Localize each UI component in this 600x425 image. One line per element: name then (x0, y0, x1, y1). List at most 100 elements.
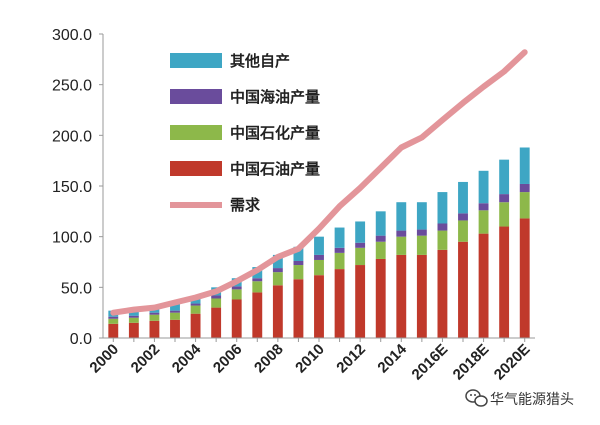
x-tick-label: 2002 (128, 341, 164, 377)
bar-segment (128, 317, 139, 323)
bar-segment (314, 236, 324, 255)
y-tick-label: 50.0 (61, 280, 92, 297)
legend-label: 中国海油产量 (230, 88, 320, 106)
bar-segment (458, 241, 468, 338)
bar-segment (108, 323, 119, 338)
bar-segment (293, 279, 304, 338)
y-tick-label: 150.0 (52, 179, 92, 196)
x-tick-label: 2020E (491, 341, 534, 384)
bar-segment (375, 211, 386, 236)
demand-line-group (110, 49, 528, 316)
bar-segment (170, 310, 180, 313)
x-tick-label: 2014 (374, 340, 410, 376)
bar-segment (519, 192, 530, 219)
bar-segment (416, 229, 427, 236)
bar-segment (437, 249, 448, 338)
demand-line (110, 49, 528, 316)
bars (108, 147, 530, 338)
legend-swatch (170, 89, 222, 104)
bar-segment (458, 181, 468, 214)
legend-label: 中国石油产量 (230, 160, 320, 178)
bar-segment (396, 230, 407, 237)
x-tick-label: 2006 (210, 341, 246, 377)
wechat-icon (465, 389, 488, 407)
bar-segment (519, 147, 530, 184)
bar-segment (231, 299, 242, 338)
bar-segment (499, 159, 510, 195)
bar-segment (231, 289, 242, 300)
bar-segment (334, 252, 345, 270)
bar-segment (334, 227, 345, 248)
bar-segment (334, 247, 345, 253)
bar-segment (293, 265, 304, 280)
bar-segment (478, 210, 489, 234)
bar-segment (375, 258, 386, 338)
bar-segment (416, 235, 427, 255)
bar-segment (416, 254, 427, 338)
legend-label: 中国石化产量 (230, 124, 320, 142)
bar-segment (314, 254, 324, 260)
bar-segment (416, 202, 427, 230)
bar-segment (396, 236, 407, 255)
bar-segment (355, 242, 366, 248)
bar-segment (190, 313, 201, 338)
bar-segment (437, 192, 448, 224)
bar-segment (108, 318, 119, 324)
y-tick-label: 0.0 (70, 331, 92, 348)
bar-segment (211, 295, 222, 299)
bar-segment (211, 307, 222, 338)
bar-segment (272, 272, 283, 286)
x-tick-label: 2010 (292, 341, 328, 377)
bar-segment (272, 254, 283, 269)
bar-segment (499, 202, 510, 227)
bar-segment (355, 247, 366, 266)
y-tick-label: 100.0 (52, 230, 92, 247)
x-axis: 2000 2002 2004 2006 2008 2010 2012 20142016E201… (86, 337, 535, 384)
x-tick-label: 2018E (450, 341, 493, 384)
bar-segment (252, 278, 263, 282)
bar-segment (375, 235, 386, 242)
bar-segment (149, 314, 160, 321)
bar-segment (231, 286, 242, 290)
bar-segment (375, 241, 386, 259)
y-axis: 0.0 50.0 100.0 150.0 200.0 250.0 300.0 (52, 27, 104, 348)
bar-segment (128, 315, 139, 318)
bar-segment (170, 319, 180, 338)
x-tick-label: 2012 (333, 341, 369, 377)
bar-segment (519, 218, 530, 338)
legend-label: 需求 (230, 196, 261, 214)
x-tick-label: 2016E (409, 341, 452, 384)
bar-segment (355, 265, 366, 338)
bar-segment (128, 309, 139, 316)
bar-segment (149, 312, 160, 315)
legend-label: 其他自产 (230, 52, 290, 70)
bar-segment (314, 259, 324, 276)
bar-segment (499, 226, 510, 338)
bar-segment (108, 316, 119, 319)
legend-swatch (170, 161, 222, 176)
bar-segment (499, 194, 510, 203)
bar-segment (128, 322, 139, 338)
x-tick-label: 2004 (169, 340, 205, 376)
bar-segment (211, 298, 222, 308)
bar-segment (334, 269, 345, 338)
bar-segment (355, 221, 366, 243)
bar-segment (293, 246, 304, 261)
bar-segment (458, 213, 468, 221)
y-tick-label: 300.0 (52, 27, 92, 44)
bar-segment (478, 203, 489, 211)
bar-segment (170, 312, 180, 320)
watermark: 华气能源猎头 (465, 389, 574, 408)
bar-segment (437, 223, 448, 231)
bar-segment (478, 170, 489, 204)
legend-swatch (170, 125, 222, 140)
bar-segment (396, 254, 407, 338)
x-tick-label: 2008 (251, 341, 287, 377)
bar-segment (190, 303, 201, 306)
y-tick-label: 250.0 (52, 78, 92, 95)
bar-segment (519, 183, 530, 193)
bar-segment (478, 233, 489, 338)
bar-segment (396, 202, 407, 231)
